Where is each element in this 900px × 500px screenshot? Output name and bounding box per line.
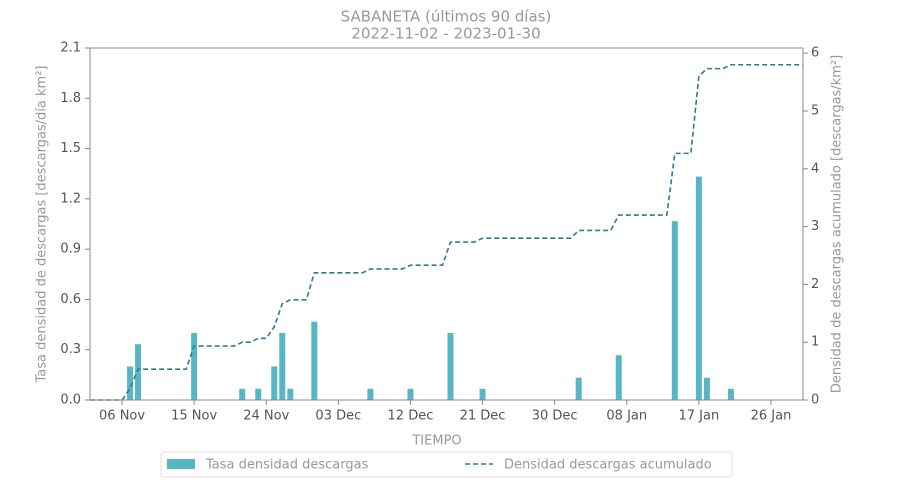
y-tick-label: 0.0 — [60, 393, 81, 408]
bar — [271, 366, 278, 400]
x-tick-label: 03 Dec — [315, 409, 361, 424]
y2-tick-label: 6 — [811, 46, 819, 61]
legend-label: Densidad descargas acumulado — [504, 458, 712, 473]
y-tick-label: 0.9 — [60, 242, 81, 257]
bar — [479, 388, 486, 400]
bar — [255, 388, 262, 400]
legend-swatch — [167, 459, 195, 469]
x-axis-label: TIEMPO — [411, 434, 461, 449]
x-tick-label: 06 Nov — [99, 409, 145, 424]
chart-title: SABANETA (últimos 90 días) — [341, 8, 552, 26]
x-tick-label: 17 Jan — [678, 409, 719, 424]
x-tick-label: 26 Jan — [751, 409, 792, 424]
bar — [279, 332, 286, 400]
x-tick-label: 15 Nov — [171, 409, 217, 424]
y-tick-label: 0.6 — [60, 292, 81, 307]
bar — [671, 221, 678, 400]
bar — [127, 366, 134, 400]
x-tick-label: 24 Nov — [243, 409, 289, 424]
y2-axis-label: Densidad de descargas acumulado [descarg… — [830, 55, 845, 393]
y2-tick-label: 5 — [811, 104, 819, 119]
y2-tick-label: 0 — [811, 393, 819, 408]
bar — [695, 176, 702, 400]
y2-tick-label: 1 — [811, 335, 819, 350]
bar — [287, 388, 294, 400]
y-tick-label: 1.8 — [60, 91, 81, 106]
legend-box — [160, 451, 733, 478]
y-tick-label: 1.5 — [60, 141, 81, 156]
bar — [575, 377, 582, 400]
chart-subtitle: 2022-11-02 - 2023-01-30 — [351, 25, 540, 43]
y2-tick-label: 3 — [811, 219, 819, 234]
bar — [135, 344, 142, 400]
bar — [367, 388, 374, 400]
y-axis-label: Tasa densidad de descargas [descargas/dí… — [35, 66, 50, 384]
y-tick-label: 0.3 — [60, 342, 81, 357]
bar — [407, 388, 414, 400]
y-tick-label: 2.1 — [60, 41, 81, 56]
bar — [703, 377, 710, 400]
x-tick-label: 12 Dec — [388, 409, 434, 424]
y2-tick-label: 2 — [811, 277, 819, 292]
bar — [615, 355, 622, 400]
bar — [311, 321, 318, 400]
bar — [191, 332, 198, 400]
legend-label: Tasa densidad descargas — [205, 458, 369, 473]
x-tick-label: 21 Dec — [460, 409, 506, 424]
y-tick-label: 1.2 — [60, 191, 81, 206]
y2-tick-label: 4 — [811, 161, 819, 176]
cumulative-line — [90, 63, 803, 401]
bar — [239, 388, 246, 400]
x-tick-label: 30 Dec — [532, 409, 578, 424]
x-tick-label: 08 Jan — [606, 409, 647, 424]
bar — [447, 332, 454, 400]
bar — [727, 388, 734, 400]
